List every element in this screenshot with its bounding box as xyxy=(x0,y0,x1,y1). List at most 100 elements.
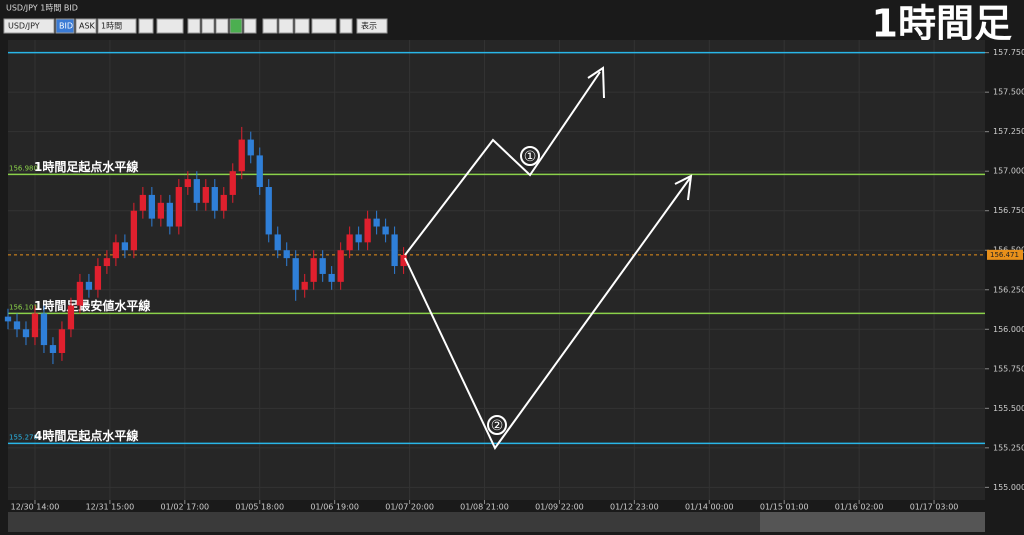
y-tick-label: 157.000 xyxy=(993,167,1024,176)
candle-body xyxy=(40,313,48,346)
tool-button[interactable] xyxy=(156,18,184,34)
candle-body xyxy=(247,139,254,156)
y-tick-label: 155.000 xyxy=(993,483,1024,492)
annotation: ① xyxy=(524,149,537,165)
bid-button[interactable] xyxy=(55,18,75,34)
candle-body xyxy=(112,242,120,259)
tool-button[interactable] xyxy=(243,18,257,34)
candle-body xyxy=(211,187,218,211)
tool-button[interactable] xyxy=(229,18,243,34)
window-title: USD/JPY 1時間 BID xyxy=(6,4,78,13)
y-tick-label: 157.750 xyxy=(993,48,1024,57)
annotation-circle xyxy=(487,415,507,435)
line-price-label: 156.980 xyxy=(9,164,38,172)
candle-body xyxy=(202,187,209,203)
x-tick-label: 01/12 23:00 xyxy=(610,503,659,512)
candle-body xyxy=(67,305,75,330)
tool-button[interactable] xyxy=(294,18,310,34)
candle-body xyxy=(193,179,200,203)
corner-title: 1時間足 xyxy=(872,2,1012,46)
plot-area xyxy=(8,40,985,500)
y-tick-label: 155.500 xyxy=(993,404,1024,413)
toolbar: USD/JPY BID ASK 1時間 表示 xyxy=(3,18,388,34)
candle-body xyxy=(256,155,263,188)
candle-body xyxy=(391,234,398,267)
candle-body xyxy=(49,345,57,353)
candle-body xyxy=(283,250,290,259)
candle-body xyxy=(58,329,66,353)
candle-body xyxy=(373,218,380,227)
current-price-tag xyxy=(987,249,1023,260)
candle-body xyxy=(13,321,21,330)
y-tick-label: 156.250 xyxy=(993,285,1024,294)
scenario-arrow-2 xyxy=(404,177,691,450)
y-tick-label: 156.000 xyxy=(993,325,1024,334)
candle-body xyxy=(166,202,173,227)
x-tick-label: 01/15 01:00 xyxy=(760,503,809,512)
interval-select[interactable] xyxy=(97,18,137,34)
candle-body xyxy=(337,250,344,282)
candle-body xyxy=(220,194,227,211)
candle-body xyxy=(130,210,138,251)
annotation-circle xyxy=(520,146,540,166)
navigator-window[interactable] xyxy=(760,512,985,532)
ask-button[interactable] xyxy=(75,18,97,34)
candle-body xyxy=(85,281,93,290)
candle-body xyxy=(310,258,317,282)
tool-button[interactable] xyxy=(278,18,294,34)
candle-body xyxy=(382,226,389,235)
x-tick-label: 01/06 19:00 xyxy=(310,503,359,512)
candle-body xyxy=(22,329,30,338)
candle-body xyxy=(292,258,299,290)
ask: ASK xyxy=(79,22,96,31)
y-tick-label: 155.250 xyxy=(993,443,1024,452)
candle-body xyxy=(274,234,281,251)
x-tick-label: 01/16 02:00 xyxy=(835,503,884,512)
current-price-label: 156.471 xyxy=(990,251,1019,259)
candle-body xyxy=(94,266,102,290)
bid: BID xyxy=(59,22,73,31)
tool-button[interactable] xyxy=(201,18,215,34)
candle-body xyxy=(184,179,191,188)
x-tick-label: 12/30 14:00 xyxy=(11,503,60,512)
tool-button[interactable] xyxy=(187,18,201,34)
symbol-select[interactable] xyxy=(3,18,55,34)
line-label: 1時間足起点水平線 xyxy=(34,159,138,174)
line-price-label: 156.101 xyxy=(9,303,38,311)
x-tick-label: 01/07 20:00 xyxy=(385,503,434,512)
line-label: 1時間足最安値水平線 xyxy=(34,298,150,313)
candle-body xyxy=(229,171,236,195)
tool-button[interactable] xyxy=(311,18,337,34)
candle-body xyxy=(355,234,362,243)
candle-body xyxy=(148,194,155,219)
x-tick-label: 01/17 03:00 xyxy=(910,503,959,512)
candle-body xyxy=(157,202,164,219)
y-tick-label: 157.500 xyxy=(993,88,1024,97)
candle-body xyxy=(238,139,245,172)
tool-button[interactable] xyxy=(262,18,278,34)
interval: 1時間 xyxy=(101,22,122,31)
candle-body xyxy=(265,187,272,235)
candle-body xyxy=(364,218,371,243)
tool-button[interactable] xyxy=(215,18,229,34)
line-price-label: 155.278 xyxy=(9,433,38,441)
candle-body xyxy=(328,273,335,282)
candle-body xyxy=(319,258,326,274)
annotation: ② xyxy=(491,418,504,434)
arrow-head xyxy=(587,66,605,99)
candle-body xyxy=(139,194,147,211)
tool-button[interactable] xyxy=(138,18,154,34)
x-tick-label: 01/09 22:00 xyxy=(535,503,584,512)
tool-button[interactable] xyxy=(339,18,353,34)
display-button[interactable] xyxy=(356,18,388,34)
candle-body xyxy=(400,254,407,267)
candle-body xyxy=(76,281,84,306)
x-tick-label: 01/02 17:00 xyxy=(160,503,209,512)
navigator xyxy=(8,512,985,532)
candle-body xyxy=(175,187,182,227)
candle-body xyxy=(301,281,308,290)
x-tick-label: 01/08 21:00 xyxy=(460,503,509,512)
candle-body xyxy=(346,234,353,251)
